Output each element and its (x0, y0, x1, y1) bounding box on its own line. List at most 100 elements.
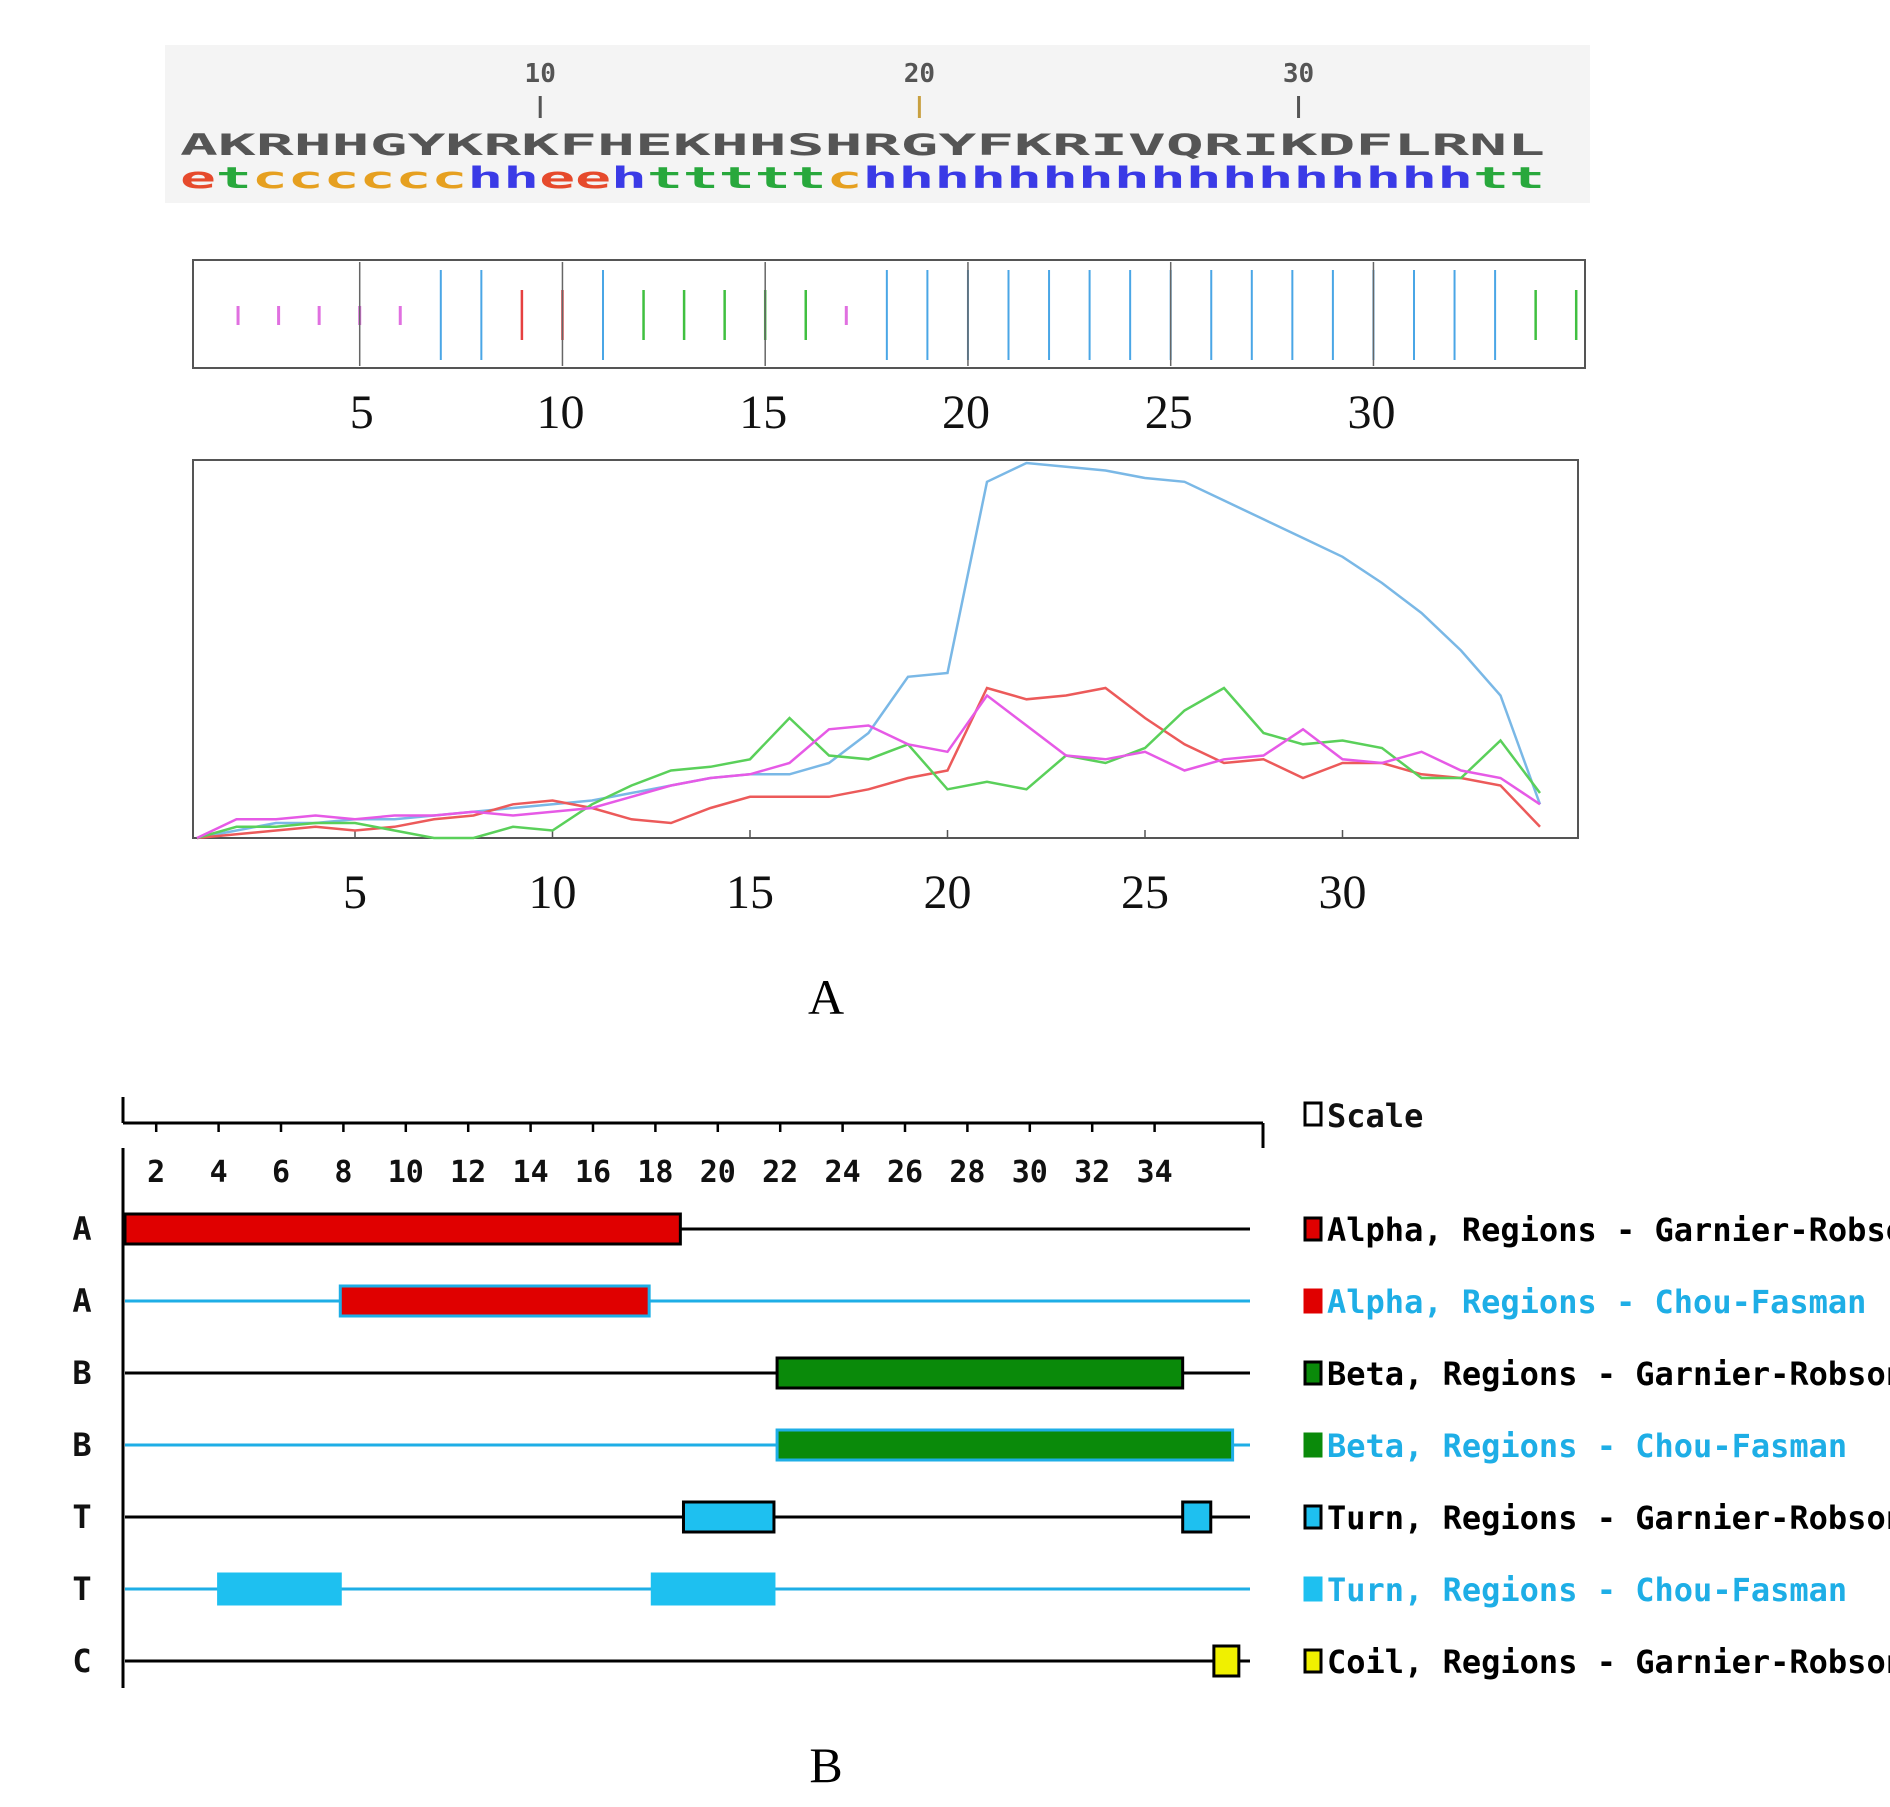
sequence-state-glyph: h (1401, 161, 1437, 195)
sequence-state-glyph: h (1365, 161, 1401, 195)
panel-label-a: A (808, 969, 844, 1025)
mark-strip-frame (192, 259, 1586, 369)
sequence-state-glyph: h (1186, 161, 1222, 195)
legend-track-label: Coil, Regions - Garnier-Robson (1327, 1643, 1890, 1681)
region-axis-tick-label: 32 (1074, 1155, 1110, 1190)
line-chart-series (196, 461, 1542, 840)
legend-swatch (1303, 1216, 1323, 1242)
track-region-bar (123, 1212, 682, 1246)
series-line-blue (196, 461, 1542, 840)
legend-track-label: Turn, Regions - Chou-Fasman (1327, 1571, 1847, 1609)
sequence-state-glyph: c (396, 161, 432, 195)
region-axis-tick-label: 4 (210, 1155, 228, 1190)
region-axis-tick-label: 14 (513, 1155, 549, 1190)
region-axis-tick-label: 2 (147, 1155, 165, 1190)
legend-swatch (1303, 1288, 1323, 1314)
region-axis-tick-label: 8 (334, 1155, 352, 1190)
sequence-state-glyph: c (324, 161, 360, 195)
series-line-green (196, 686, 1541, 840)
sequence-state-glyph: t (216, 161, 252, 195)
sequence-state-glyph: c (827, 161, 863, 195)
legend-scale-label: Scale (1327, 1097, 1423, 1135)
track-region-bar (338, 1284, 651, 1318)
sequence-state-glyph: c (288, 161, 324, 195)
track-region-bar (681, 1500, 776, 1534)
track-code-label: A (72, 1282, 91, 1320)
sequence-state-glyph: h (1150, 161, 1186, 195)
region-axis-tick-label: 34 (1137, 1155, 1173, 1190)
sequence-state-glyph: h (1437, 161, 1473, 195)
sequence-residues: AKRHHGYKRKFHEKHHSHRGYFKRIVQRIKDFLRNL (180, 128, 1545, 162)
sequence-state-glyph: h (1006, 161, 1042, 195)
region-axis-tick-label: 6 (272, 1155, 290, 1190)
series-line-magenta (196, 693, 1541, 840)
sequence-state-glyph: h (1222, 161, 1258, 195)
track-region-bar (1181, 1500, 1213, 1534)
legend-swatch (1303, 1576, 1323, 1602)
line-chart-tick-label: 30 (1319, 866, 1367, 919)
region-axis-tick-label: 28 (949, 1155, 985, 1190)
region-axis-tick-label: 30 (1012, 1155, 1048, 1190)
legend-track-label: Alpha, Regions - Chou-Fasman (1327, 1283, 1866, 1321)
sequence-number-label: 10 (525, 59, 556, 89)
strip-tick-label: 25 (1145, 386, 1193, 439)
sequence-strip: 10 20 30 AKRHHGYKRKFHEKHHSHRGYFKRIVQRIKDFL… (165, 45, 1590, 203)
track-region-bar (650, 1572, 776, 1606)
residue-mark-strip: 5 10 15 20 25 30 (192, 259, 1586, 439)
sequence-state-glyph: h (1294, 161, 1330, 195)
region-axis-tick-label: 10 (388, 1155, 424, 1190)
track-code-label: T (72, 1570, 91, 1608)
sequence-state-glyph: h (1078, 161, 1114, 195)
region-axis: 2 4 6 8 10 12 14 16 18 20 22 24 26 28 30 32 34 (121, 1097, 1265, 1688)
sequence-number-label: 30 (1283, 59, 1314, 89)
series-line-red (196, 686, 1541, 840)
sequence-state-glyph: h (1329, 161, 1365, 195)
region-legend: Scale Alpha, Regions - Garnier-Robson Alph… (1303, 1097, 1890, 1681)
legend-track-label: Alpha, Regions - Garnier-Robson (1327, 1211, 1890, 1249)
region-axis-tick-label: 18 (637, 1155, 673, 1190)
sequence-state-glyph: c (360, 161, 396, 195)
track-region-bar (775, 1428, 1235, 1462)
panel-label-b: B (809, 1737, 842, 1793)
mark-strip-ticks: 5 10 15 20 25 30 (350, 262, 1395, 439)
legend-track-label: Beta, Regions - Garnier-Robson (1327, 1355, 1890, 1393)
region-axis-tick-label: 12 (450, 1155, 486, 1190)
line-chart-tick-label: 10 (529, 866, 577, 919)
sequence-state-glyph: h (970, 161, 1006, 195)
region-axis-tick-label: 20 (700, 1155, 736, 1190)
sequence-state-glyph: t (755, 161, 791, 195)
sequence-state-glyph: t (647, 161, 683, 195)
sequence-state-glyph: h (1042, 161, 1078, 195)
sequence-state-glyph: t (719, 161, 755, 195)
legend-track-label: Turn, Regions - Garnier-Robson (1327, 1499, 1890, 1537)
track-code-label: T (72, 1498, 91, 1536)
line-chart-tick-label: 20 (924, 866, 972, 919)
sequence-number-label: 20 (904, 59, 935, 89)
region-axis-tick-label: 16 (575, 1155, 611, 1190)
strip-tick-label: 5 (350, 386, 374, 439)
sequence-state-glyph: h (503, 161, 539, 195)
line-chart-ticks: 5 10 15 20 25 30 (343, 830, 1367, 919)
sequence-state-glyph: h (898, 161, 934, 195)
sequence-state-glyph: h (1258, 161, 1294, 195)
sequence-state-glyph: t (791, 161, 827, 195)
track-region-bar (775, 1356, 1185, 1390)
legend-swatch (1303, 1648, 1323, 1674)
sequence-number-ruler: 10 20 30 (525, 59, 1314, 118)
track-code-label: C (72, 1642, 91, 1680)
line-chart-frame (192, 459, 1579, 839)
strip-tick-label: 15 (739, 386, 787, 439)
legend-scale-swatch (1303, 1101, 1323, 1127)
track-region-bar (217, 1572, 342, 1606)
track-region-bar (1212, 1644, 1241, 1678)
track-code-label: B (72, 1354, 91, 1392)
legend-swatch (1303, 1504, 1323, 1530)
sequence-state-glyph: e (575, 161, 611, 195)
region-axis-tick-label: 26 (887, 1155, 923, 1190)
strip-tick-label: 30 (1347, 386, 1395, 439)
sequence-state-glyph: h (467, 161, 503, 195)
strip-tick-label: 10 (536, 386, 584, 439)
sequence-state-glyph: t (1473, 161, 1509, 195)
